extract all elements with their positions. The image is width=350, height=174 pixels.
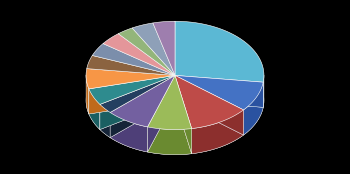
Polygon shape xyxy=(244,82,263,135)
Polygon shape xyxy=(147,75,175,152)
Polygon shape xyxy=(175,75,244,129)
Polygon shape xyxy=(175,75,244,135)
Polygon shape xyxy=(92,44,175,75)
Polygon shape xyxy=(110,75,175,138)
Polygon shape xyxy=(175,75,192,154)
Polygon shape xyxy=(147,127,192,155)
Polygon shape xyxy=(89,75,175,104)
Polygon shape xyxy=(87,56,175,75)
Polygon shape xyxy=(100,75,175,112)
Ellipse shape xyxy=(86,46,264,155)
Polygon shape xyxy=(89,89,100,129)
Polygon shape xyxy=(175,75,192,154)
Polygon shape xyxy=(147,75,192,129)
Polygon shape xyxy=(132,23,175,75)
Polygon shape xyxy=(100,75,175,129)
Polygon shape xyxy=(263,75,264,107)
Polygon shape xyxy=(100,104,110,138)
Polygon shape xyxy=(110,75,175,127)
Polygon shape xyxy=(175,75,263,107)
Polygon shape xyxy=(103,34,175,75)
Polygon shape xyxy=(192,110,244,154)
Polygon shape xyxy=(86,69,175,89)
Polygon shape xyxy=(110,75,175,138)
Polygon shape xyxy=(175,75,244,135)
Polygon shape xyxy=(86,75,89,114)
Polygon shape xyxy=(175,75,263,110)
Polygon shape xyxy=(175,75,263,107)
Polygon shape xyxy=(89,75,175,114)
Polygon shape xyxy=(153,21,175,75)
Polygon shape xyxy=(89,75,175,114)
Polygon shape xyxy=(110,112,147,152)
Polygon shape xyxy=(100,75,175,129)
Polygon shape xyxy=(147,75,175,152)
Polygon shape xyxy=(175,21,264,82)
Polygon shape xyxy=(118,28,175,75)
